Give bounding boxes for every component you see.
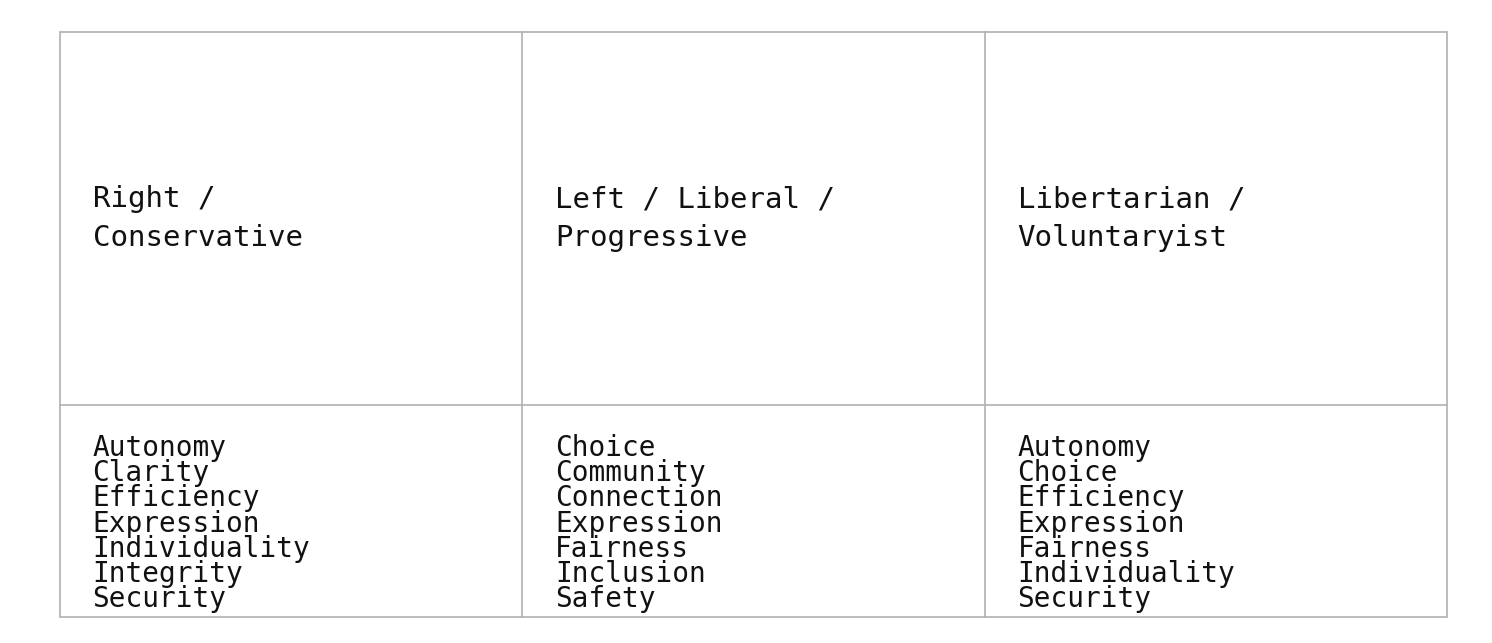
Text: Left / Liberal /
Progressive: Left / Liberal / Progressive: [555, 185, 836, 252]
Text: Choice: Choice: [1018, 459, 1118, 487]
Text: Clarity: Clarity: [93, 459, 210, 487]
Text: Individuality: Individuality: [1018, 560, 1235, 588]
Text: Efficiency: Efficiency: [1018, 484, 1185, 512]
Text: Choice: Choice: [555, 434, 655, 462]
Text: Community: Community: [555, 459, 706, 487]
Text: Right /
Conservative: Right / Conservative: [93, 185, 303, 252]
Text: Safety: Safety: [555, 585, 655, 613]
Text: Expression: Expression: [93, 510, 260, 538]
Text: Libertarian /
Voluntaryist: Libertarian / Voluntaryist: [1018, 185, 1244, 252]
Text: Autonomy: Autonomy: [1018, 434, 1152, 462]
Text: Security: Security: [1018, 585, 1152, 613]
Text: Fairness: Fairness: [555, 535, 689, 563]
Text: Inclusion: Inclusion: [555, 560, 706, 588]
Text: Expression: Expression: [555, 510, 722, 538]
Text: Efficiency: Efficiency: [93, 484, 260, 512]
Text: Integrity: Integrity: [93, 560, 243, 588]
Text: Expression: Expression: [1018, 510, 1185, 538]
Text: Autonomy: Autonomy: [93, 434, 227, 462]
Text: Fairness: Fairness: [1018, 535, 1152, 563]
Text: Connection: Connection: [555, 484, 722, 512]
Text: Security: Security: [93, 585, 227, 613]
Text: Individuality: Individuality: [93, 535, 310, 563]
